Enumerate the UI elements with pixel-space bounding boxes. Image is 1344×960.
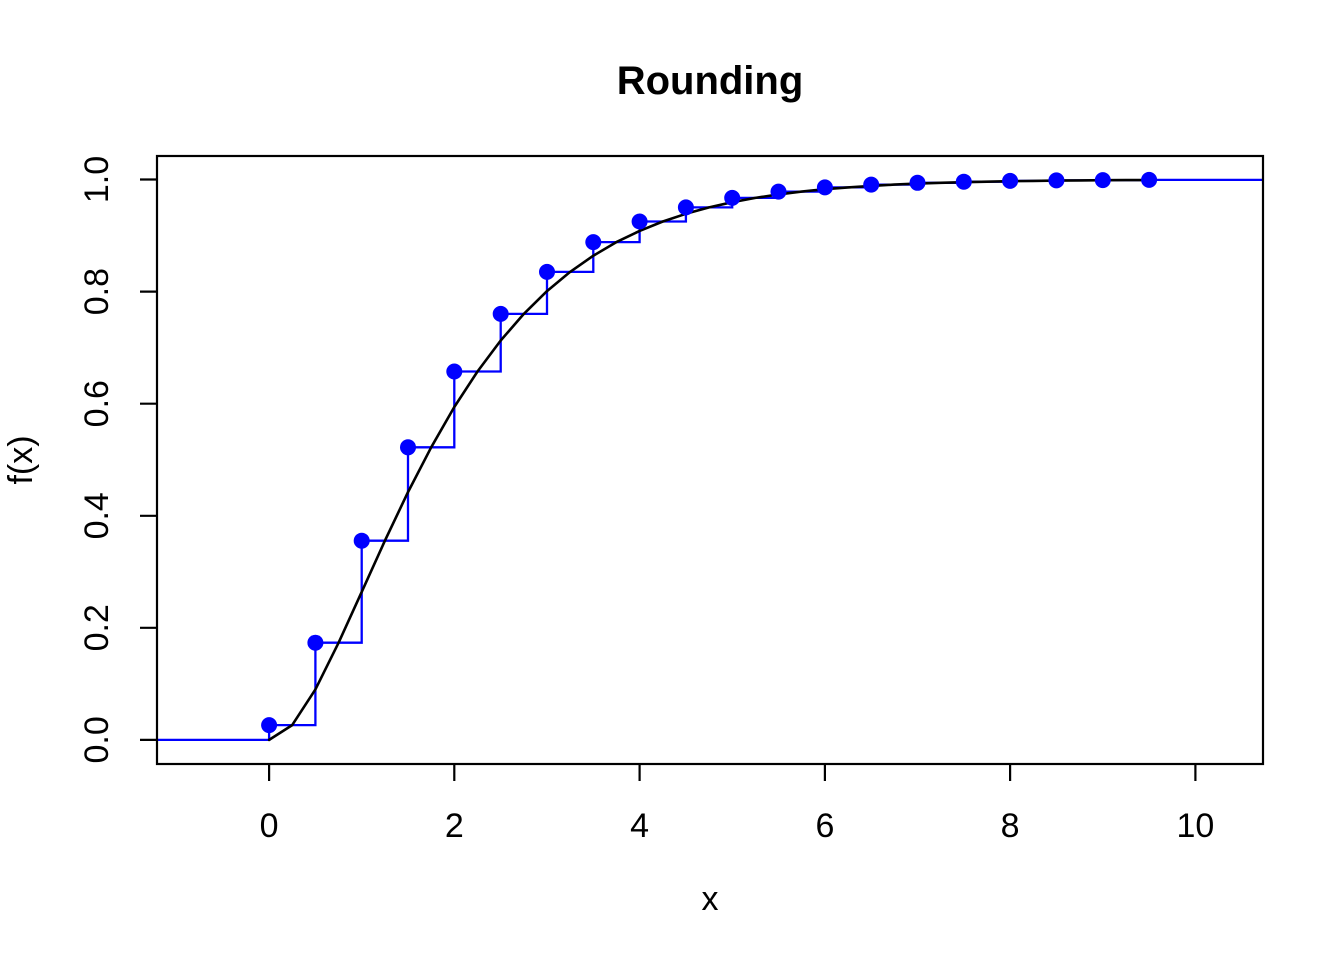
data-point [539,263,555,280]
data-point [353,532,370,549]
y-tick-label: 1.0 [78,156,116,203]
chart-title: Rounding [617,59,804,103]
data-point [909,174,926,191]
y-tick-label: 0.4 [78,492,116,539]
data-point [863,176,880,193]
data-point [724,189,741,206]
x-tick-label: 8 [1001,807,1020,845]
x-axis-label: x [702,880,719,918]
cdf-curve-line [267,178,1151,742]
x-tick-label: 10 [1176,807,1214,845]
data-point [1002,172,1019,189]
data-point [446,363,463,380]
y-axis-label: f(x) [2,435,40,484]
data-point [492,305,509,322]
data-point [677,199,694,216]
data-point [1094,172,1111,189]
step-function-line [157,178,1263,742]
x-tick-label: 4 [630,807,649,845]
data-point [770,183,787,200]
y-tick-label: 0.6 [78,380,116,427]
data-point [816,179,833,196]
y-axis: 0.0 0.2 0.4 0.6 0.8 1.0 [78,156,157,764]
x-axis: 0 2 4 6 8 10 [260,764,1214,845]
x-tick-label: 2 [445,807,464,845]
data-point [400,439,416,456]
y-tick-label: 0.8 [78,268,116,315]
y-tick-label: 0.0 [78,716,116,763]
data-point [1141,171,1158,188]
data-point [631,213,648,230]
x-tick-label: 6 [815,807,834,845]
plot-box [155,154,1265,766]
series-layer [157,171,1263,742]
data-point [585,234,602,251]
y-tick-label: 0.2 [78,604,116,651]
data-point [955,173,972,190]
data-point [261,717,278,734]
data-point [307,634,324,651]
data-point [1048,172,1065,189]
x-tick-label: 0 [260,807,279,845]
